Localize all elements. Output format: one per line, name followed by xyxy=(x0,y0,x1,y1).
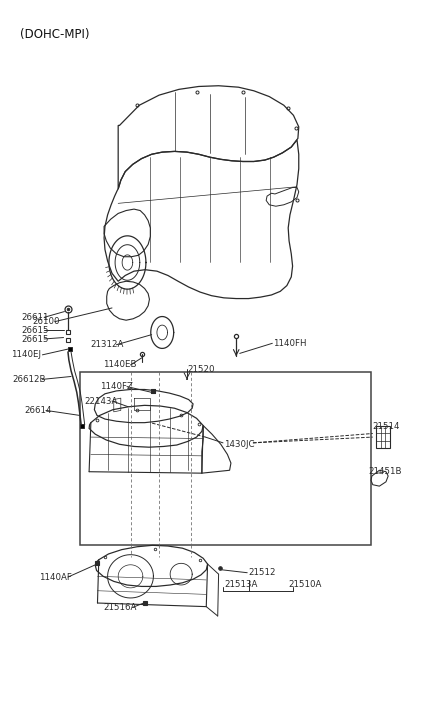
Text: 21513A: 21513A xyxy=(224,579,257,589)
Text: 26614: 26614 xyxy=(25,406,52,415)
Text: 22143A: 22143A xyxy=(84,396,118,406)
Text: 21514: 21514 xyxy=(373,422,400,432)
Text: 1140AF: 1140AF xyxy=(39,573,72,582)
Text: 21451B: 21451B xyxy=(368,467,402,476)
Text: 1430JC: 1430JC xyxy=(224,440,254,449)
Text: 26100: 26100 xyxy=(33,317,60,326)
Text: 21516A: 21516A xyxy=(103,603,136,612)
Text: 1140FZ: 1140FZ xyxy=(99,382,132,391)
Text: 26615: 26615 xyxy=(21,326,49,335)
Text: 21312A: 21312A xyxy=(90,340,124,349)
Bar xyxy=(376,426,390,448)
Bar xyxy=(80,372,371,545)
Text: 1140EJ: 1140EJ xyxy=(11,350,41,359)
Text: 21510A: 21510A xyxy=(288,579,322,589)
Text: 21520: 21520 xyxy=(187,365,215,374)
Text: 26612B: 26612B xyxy=(12,375,46,384)
Text: 1140FH: 1140FH xyxy=(273,339,307,348)
Text: 1140EB: 1140EB xyxy=(103,361,137,369)
Text: 26611: 26611 xyxy=(21,313,49,322)
Text: (DOHC-MPI): (DOHC-MPI) xyxy=(20,28,89,41)
Text: 21512: 21512 xyxy=(248,569,276,577)
Text: 26615: 26615 xyxy=(21,335,49,344)
